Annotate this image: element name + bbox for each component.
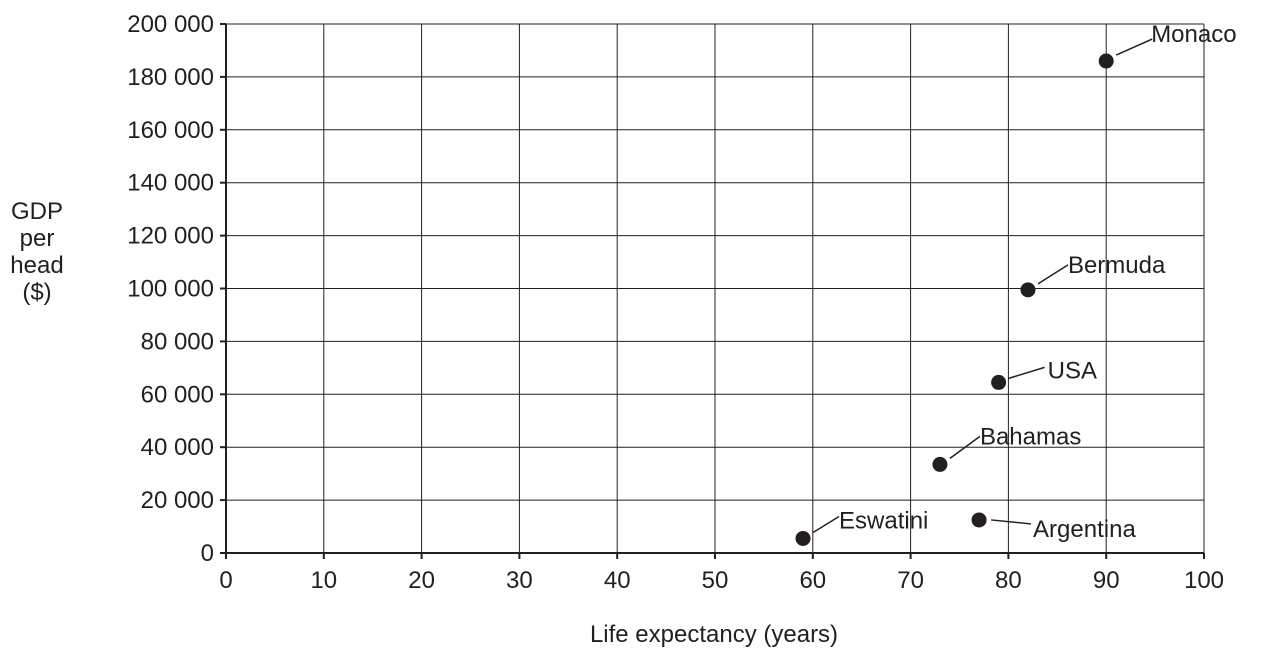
leader-line-bermuda bbox=[1037, 264, 1069, 285]
y-tick-label-0: 0 bbox=[201, 540, 214, 567]
leader-line-argentina bbox=[990, 519, 1032, 525]
y-axis-title: GDP per head ($) bbox=[10, 198, 63, 306]
x-tick-label-10: 100 bbox=[1184, 567, 1224, 594]
y-tick-label-8: 160 000 bbox=[127, 117, 214, 144]
x-tick-label-0: 0 bbox=[219, 567, 232, 594]
data-points bbox=[795, 53, 1114, 546]
y-tick-label-3: 60 000 bbox=[141, 381, 214, 408]
x-tick-label-5: 50 bbox=[702, 567, 729, 594]
x-tick-label-8: 80 bbox=[995, 567, 1022, 594]
x-tick-label-1: 10 bbox=[310, 567, 337, 594]
y-axis-title-line-3: ($) bbox=[22, 279, 51, 306]
data-point-usa bbox=[991, 374, 1007, 390]
point-label-bahamas: Bahamas bbox=[980, 423, 1081, 450]
y-tick-label-9: 180 000 bbox=[127, 64, 214, 91]
point-label-argentina: Argentina bbox=[1033, 516, 1136, 543]
x-tick-labels: 0 10 20 30 40 50 60 70 80 90 100 bbox=[219, 567, 1224, 594]
y-tick-label-5: 100 000 bbox=[127, 276, 214, 303]
leader-line-monaco bbox=[1115, 38, 1153, 56]
data-point-bermuda bbox=[1020, 282, 1036, 298]
y-tick-label-10: 200 000 bbox=[127, 11, 214, 38]
x-tick-label-3: 30 bbox=[506, 567, 533, 594]
y-tick-label-2: 40 000 bbox=[141, 434, 214, 461]
x-tick-label-4: 40 bbox=[604, 567, 631, 594]
x-axis-title: Life expectancy (years) bbox=[590, 621, 838, 648]
y-axis-title-line-0: GDP bbox=[11, 198, 63, 225]
y-axis-title-line-1: per bbox=[20, 225, 55, 252]
data-point-argentina bbox=[971, 512, 987, 528]
leader-line-eswatini bbox=[812, 515, 840, 534]
point-label-eswatini: Eswatini bbox=[839, 507, 928, 534]
x-tick-label-2: 20 bbox=[408, 567, 435, 594]
grid bbox=[225, 23, 1205, 554]
leader-line-usa bbox=[1008, 366, 1045, 380]
x-tick-label-7: 70 bbox=[897, 567, 924, 594]
point-label-bermuda: Bermuda bbox=[1068, 252, 1166, 279]
y-axis-title-line-2: head bbox=[10, 252, 63, 279]
x-tick-label-6: 60 bbox=[799, 567, 826, 594]
point-label-monaco: Monaco bbox=[1151, 21, 1236, 48]
point-labels: Monaco Bermuda USA Bahamas Eswatini Argentina bbox=[839, 21, 1237, 543]
leader-line-bahamas bbox=[949, 435, 981, 459]
y-tick-labels: 0 20 000 40 000 60 000 80 000 100 000 120 000 1… bbox=[127, 11, 214, 567]
point-label-usa: USA bbox=[1048, 357, 1097, 384]
data-point-bahamas bbox=[932, 456, 948, 472]
y-tick-label-6: 120 000 bbox=[127, 223, 214, 250]
y-tick-label-1: 20 000 bbox=[141, 487, 214, 514]
data-point-monaco bbox=[1098, 53, 1114, 69]
data-point-eswatini bbox=[795, 530, 811, 546]
leader-lines bbox=[812, 38, 1153, 534]
y-tick-label-4: 80 000 bbox=[141, 328, 214, 355]
y-tick-label-7: 140 000 bbox=[127, 170, 214, 197]
axes bbox=[220, 23, 1205, 559]
x-tick-label-9: 90 bbox=[1093, 567, 1120, 594]
